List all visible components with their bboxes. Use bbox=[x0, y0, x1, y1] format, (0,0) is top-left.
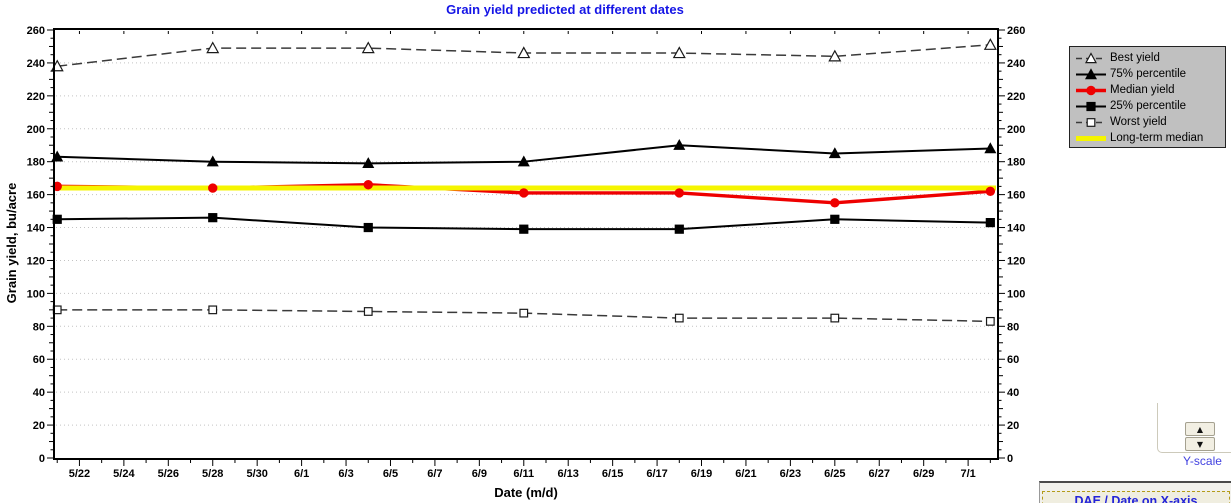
legend-item-label: 25% percentile bbox=[1110, 100, 1187, 112]
legend-item: Long-term median bbox=[1075, 130, 1225, 146]
y-scale-down-button[interactable]: ▼ bbox=[1185, 437, 1215, 451]
svg-text:100: 100 bbox=[1007, 288, 1025, 300]
svg-text:200: 200 bbox=[27, 124, 45, 136]
legend-item: Best yield bbox=[1075, 50, 1225, 66]
legend-item: Worst yield bbox=[1075, 114, 1225, 130]
svg-text:6/21: 6/21 bbox=[735, 468, 756, 480]
legend-item: 75% percentile bbox=[1075, 66, 1225, 82]
svg-text:0: 0 bbox=[39, 453, 45, 465]
svg-text:6/5: 6/5 bbox=[383, 468, 398, 480]
y-axis-title: Grain yield, bu/acre bbox=[4, 182, 19, 304]
svg-text:100: 100 bbox=[27, 288, 45, 300]
svg-text:140: 140 bbox=[27, 223, 45, 235]
svg-text:200: 200 bbox=[1007, 124, 1025, 136]
svg-text:5/28: 5/28 bbox=[202, 468, 223, 480]
svg-text:20: 20 bbox=[1007, 420, 1019, 432]
chart-title: Grain yield predicted at different dates bbox=[446, 2, 684, 17]
legend-line-icon bbox=[1076, 135, 1106, 141]
legend-item-label: Worst yield bbox=[1110, 116, 1167, 128]
svg-text:60: 60 bbox=[1007, 354, 1019, 366]
svg-text:240: 240 bbox=[27, 58, 45, 70]
svg-text:6/3: 6/3 bbox=[338, 468, 353, 480]
legend-item: Median yield bbox=[1075, 82, 1225, 98]
x-axis-mode-panel: DAE / Date on X-axis bbox=[1039, 481, 1231, 503]
svg-text:160: 160 bbox=[1007, 190, 1025, 202]
legend-triangle-icon bbox=[1076, 67, 1106, 79]
svg-text:6/29: 6/29 bbox=[913, 468, 934, 480]
svg-text:260: 260 bbox=[1007, 25, 1025, 37]
svg-text:40: 40 bbox=[33, 387, 45, 399]
legend-square-open-icon bbox=[1076, 117, 1106, 127]
legend-item: 25% percentile bbox=[1075, 98, 1225, 114]
svg-text:140: 140 bbox=[1007, 223, 1025, 235]
arrow-down-icon: ▼ bbox=[1196, 439, 1204, 449]
x-axis-title: Date (m/d) bbox=[494, 485, 558, 500]
svg-text:80: 80 bbox=[33, 321, 45, 333]
svg-text:6/17: 6/17 bbox=[646, 468, 667, 480]
svg-text:260: 260 bbox=[27, 25, 45, 37]
svg-text:0: 0 bbox=[1007, 453, 1013, 465]
svg-text:5/24: 5/24 bbox=[113, 468, 135, 480]
svg-text:6/19: 6/19 bbox=[691, 468, 712, 480]
svg-text:6/27: 6/27 bbox=[869, 468, 890, 480]
svg-text:5/22: 5/22 bbox=[69, 468, 90, 480]
svg-text:6/13: 6/13 bbox=[558, 468, 579, 480]
svg-text:240: 240 bbox=[1007, 58, 1025, 70]
arrow-up-icon: ▲ bbox=[1196, 424, 1204, 434]
svg-text:6/23: 6/23 bbox=[780, 468, 801, 480]
svg-text:6/15: 6/15 bbox=[602, 468, 623, 480]
legend-circle-icon bbox=[1076, 85, 1106, 95]
svg-text:5/26: 5/26 bbox=[158, 468, 179, 480]
svg-text:160: 160 bbox=[27, 190, 45, 202]
svg-text:5/30: 5/30 bbox=[246, 468, 267, 480]
y-scale-up-button[interactable]: ▲ bbox=[1185, 422, 1215, 436]
svg-text:220: 220 bbox=[27, 91, 45, 103]
legend: Best yield 75% percentile Median yield 25% … bbox=[1069, 46, 1226, 148]
svg-text:20: 20 bbox=[33, 420, 45, 432]
svg-text:7/1: 7/1 bbox=[960, 468, 975, 480]
y-scale-label: Y-scale bbox=[1183, 454, 1222, 468]
svg-text:40: 40 bbox=[1007, 387, 1019, 399]
legend-item-label: 75% percentile bbox=[1110, 68, 1187, 80]
svg-text:180: 180 bbox=[27, 157, 45, 169]
legend-item-label: Median yield bbox=[1110, 84, 1175, 96]
svg-text:80: 80 bbox=[1007, 321, 1019, 333]
legend-square-icon bbox=[1076, 101, 1106, 111]
svg-text:60: 60 bbox=[33, 354, 45, 366]
svg-text:6/9: 6/9 bbox=[472, 468, 487, 480]
x-axis-mode-button[interactable]: DAE / Date on X-axis bbox=[1042, 491, 1230, 503]
svg-text:180: 180 bbox=[1007, 157, 1025, 169]
legend-triangle-open-icon bbox=[1076, 51, 1106, 63]
legend-item-label: Best yield bbox=[1110, 52, 1160, 64]
svg-text:6/7: 6/7 bbox=[427, 468, 442, 480]
svg-text:6/11: 6/11 bbox=[513, 468, 534, 480]
svg-text:120: 120 bbox=[1007, 255, 1025, 267]
svg-text:6/25: 6/25 bbox=[824, 468, 845, 480]
legend-item-label: Long-term median bbox=[1110, 132, 1204, 144]
svg-text:120: 120 bbox=[27, 255, 45, 267]
y-scale-groupbox bbox=[1157, 403, 1231, 453]
svg-text:6/1: 6/1 bbox=[294, 468, 309, 480]
svg-text:220: 220 bbox=[1007, 91, 1025, 103]
